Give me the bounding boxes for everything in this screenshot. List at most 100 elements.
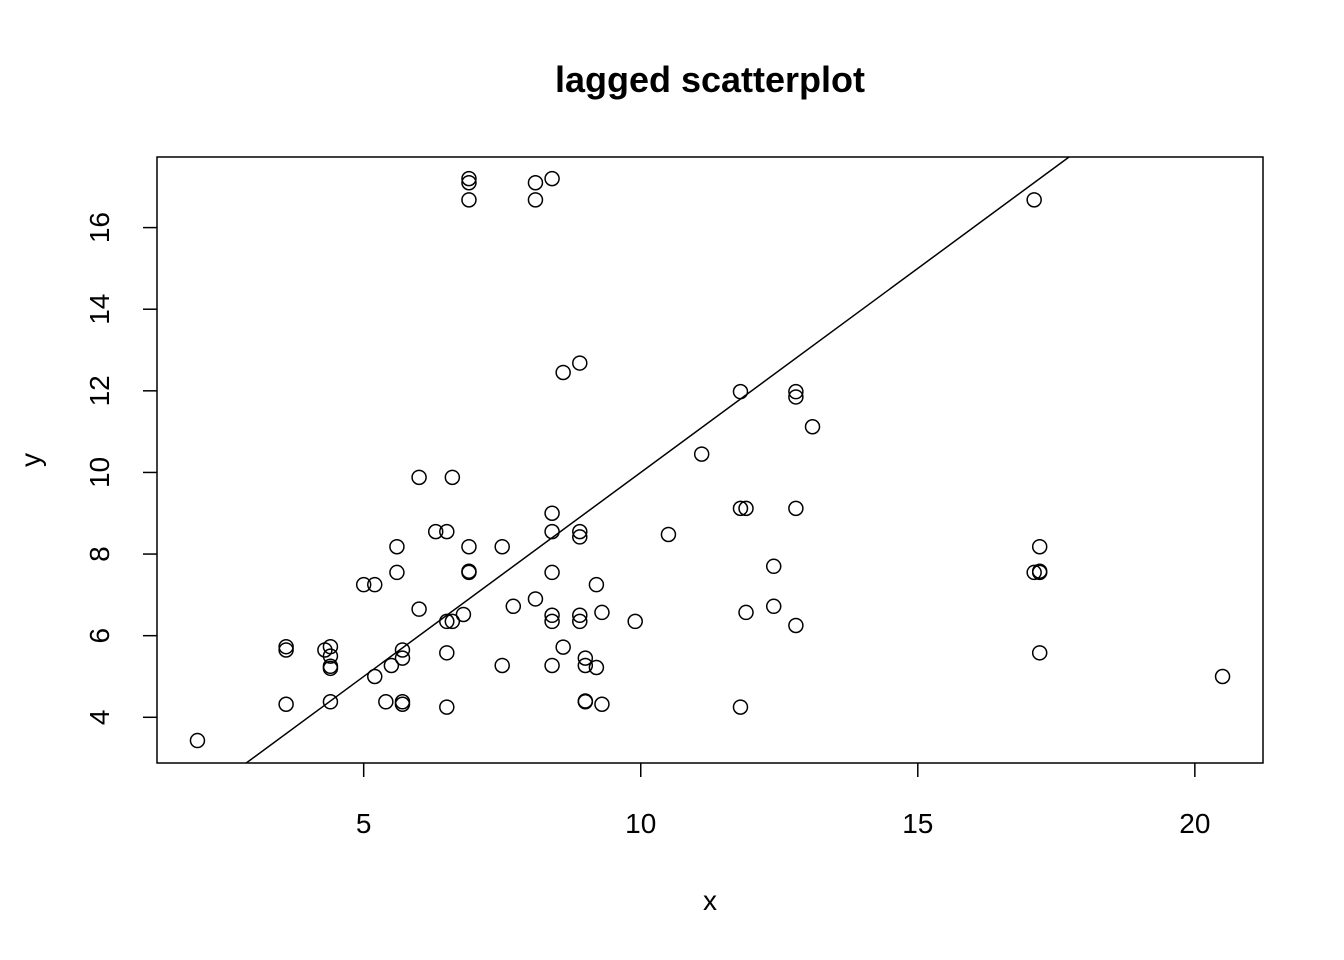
y-axis-label: y	[15, 453, 46, 467]
x-tick-label: 10	[625, 808, 656, 839]
scatter-point	[594, 696, 610, 712]
plot-frame	[156, 156, 1264, 764]
scatter-point	[544, 657, 560, 674]
scatter-point	[544, 613, 560, 630]
scatter-point	[411, 601, 427, 617]
scatter-point	[1026, 564, 1042, 581]
chart-title: lagged scatterplot	[555, 59, 865, 100]
y-tick-label: 4	[84, 710, 115, 726]
scatter-point	[322, 660, 339, 677]
y-tick-label: 12	[84, 375, 115, 406]
scatter-point	[572, 529, 588, 545]
scatter-point	[389, 538, 405, 555]
scatter-point	[577, 650, 594, 666]
scatter-point	[355, 576, 372, 593]
scatter-point	[461, 563, 477, 579]
scatter-point	[577, 657, 594, 674]
scatter-point	[544, 564, 560, 581]
scatter-point	[411, 469, 427, 486]
scatter-point	[505, 598, 522, 615]
scatter-point	[461, 170, 477, 187]
scatter-point	[278, 696, 294, 712]
scatter-point	[788, 383, 804, 400]
y-tick-label: 16	[84, 212, 115, 243]
scatter-point	[278, 642, 294, 658]
scatter-point	[788, 389, 804, 405]
scatter-point	[738, 604, 754, 621]
y-tick-label: 14	[84, 294, 115, 325]
scatter-point	[1214, 668, 1231, 685]
x-axis: 5 10 15 20	[356, 763, 1210, 839]
scatter-point	[1031, 645, 1048, 661]
scatter-point	[394, 642, 411, 658]
scatter-point	[383, 657, 400, 674]
scatter-point	[738, 500, 754, 517]
scatter-point	[455, 606, 472, 623]
scatter-point	[588, 576, 605, 593]
scatter-point	[461, 174, 477, 191]
scatter-point	[732, 383, 749, 400]
x-tick-label: 5	[356, 808, 372, 839]
scatter-point	[444, 469, 461, 486]
scatter-point	[627, 613, 643, 630]
scatter-point	[322, 648, 339, 664]
y-tick-label: 10	[84, 457, 115, 488]
data-points	[189, 170, 1231, 749]
scatter-point	[394, 650, 411, 666]
scatter-point	[544, 607, 560, 624]
scatter-point	[527, 591, 544, 607]
scatter-point	[555, 639, 571, 655]
scatter-point	[444, 613, 461, 630]
scatter-point	[765, 598, 782, 615]
scatter-point	[427, 523, 444, 540]
scatter-point	[439, 613, 455, 630]
y-axis: 4 6 8 10 12 14 16	[84, 212, 157, 725]
scatter-point	[378, 694, 394, 710]
scatter-point	[389, 564, 405, 581]
scatter-point	[439, 523, 455, 540]
scatter-point	[1031, 538, 1048, 555]
scatter-point	[322, 638, 339, 655]
scatter-point	[461, 564, 477, 581]
scatter-point	[494, 657, 510, 674]
scatter-point	[588, 659, 605, 676]
scatter-point	[572, 607, 588, 624]
scatter-point	[367, 576, 383, 593]
scatter-point	[572, 613, 588, 630]
fit-line	[245, 156, 1070, 764]
x-axis-label: x	[703, 885, 717, 916]
scatter-point	[572, 355, 588, 371]
scatter-point	[660, 526, 677, 543]
scatter-point	[394, 696, 411, 712]
scatter-point	[189, 732, 206, 749]
scatter-point	[278, 638, 294, 655]
scatter-point	[788, 617, 804, 634]
scatter-point	[693, 446, 710, 462]
scatter-point	[555, 364, 571, 381]
scatter-point	[1031, 564, 1048, 581]
scatter-point	[732, 500, 749, 517]
scatter-point	[788, 500, 804, 517]
scatter-point	[461, 538, 477, 555]
scatter-point	[577, 694, 594, 710]
scatter-point	[439, 645, 455, 661]
fit-line-group	[245, 156, 1070, 764]
scatter-point	[544, 170, 560, 187]
y-tick-label: 8	[84, 546, 115, 562]
scatter-point	[804, 418, 821, 435]
scatter-point	[527, 174, 544, 191]
scatter-point	[544, 505, 560, 522]
x-tick-label: 20	[1179, 808, 1210, 839]
scatter-point	[439, 699, 455, 715]
scatter-point	[461, 192, 477, 208]
scatter-point	[494, 538, 510, 555]
y-tick-label: 6	[84, 628, 115, 644]
scatter-point	[367, 668, 383, 685]
scatter-point	[765, 558, 782, 575]
scatter-point	[572, 523, 588, 540]
scatter-point	[732, 699, 749, 715]
scatter-point	[594, 604, 610, 621]
scatter-point	[527, 192, 544, 208]
x-tick-label: 15	[902, 808, 933, 839]
